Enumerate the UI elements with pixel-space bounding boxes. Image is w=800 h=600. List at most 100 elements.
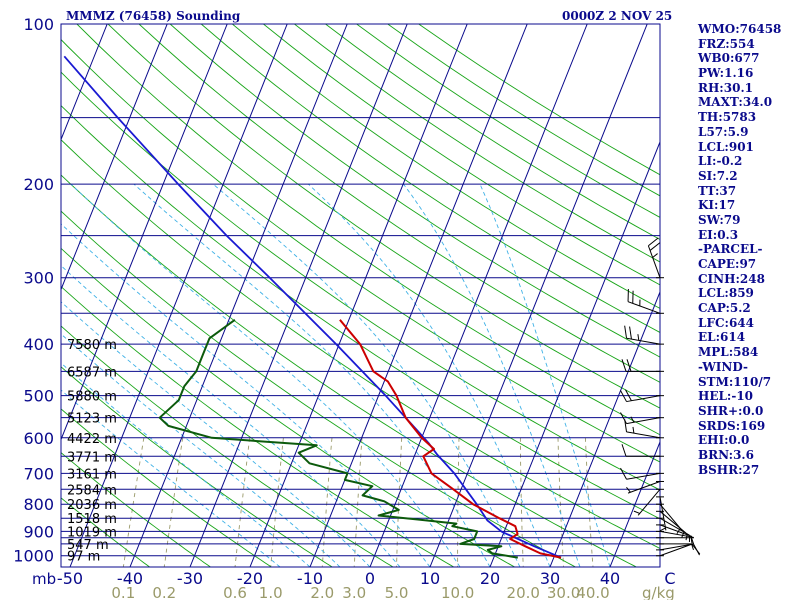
wind-barb [620, 412, 664, 425]
mixing-ratio-line [557, 437, 565, 567]
wind-barb-feather [626, 359, 632, 372]
wind-barb-half-feather [676, 528, 681, 534]
wind-barb [656, 537, 694, 544]
isotherm-line [69, 24, 288, 567]
height-label: 2036 m [67, 498, 117, 513]
wind-barb-half-feather [690, 536, 693, 544]
temperature-tick-label: -30 [177, 569, 203, 588]
isotherm-line [309, 24, 528, 567]
wind-barb-staff [647, 245, 661, 278]
isotherm-line [61, 24, 108, 141]
mixing-units-label: g/kg [642, 584, 675, 600]
height-label: 3161 m [67, 467, 117, 482]
stat-item: CAP:5.2 [698, 301, 751, 316]
isotherm-line [549, 290, 660, 567]
wind-barb-half-feather [633, 510, 640, 514]
stat-item: PW:1.16 [698, 66, 754, 81]
wind-barb-feather [621, 359, 627, 372]
dry-adiabat [138, 24, 660, 383]
stat-item: RH:30.1 [698, 80, 753, 95]
mixing-ratio-line [122, 437, 145, 567]
pressure-tick-label: 700 [23, 464, 54, 483]
wind-barb [624, 419, 664, 439]
stat-item: EI:0.3 [698, 227, 739, 242]
pressure-tick-label: 400 [23, 335, 54, 354]
height-label: 6587 m [67, 365, 117, 380]
wind-barb-half-feather [630, 416, 635, 423]
stat-item: TH:5783 [698, 110, 757, 125]
dry-adiabat [61, 174, 637, 567]
temperature-tick-label: -10 [297, 569, 323, 588]
wind-barb [620, 467, 664, 480]
mixing-ratio-label: 10.0 [441, 584, 474, 600]
isotherm-line [369, 24, 588, 567]
wind-barb [656, 503, 683, 534]
moist-adiabat [403, 183, 581, 567]
moist-adiabat [133, 183, 491, 567]
wind-barb-feather [620, 412, 627, 424]
wind-barb-half-feather [691, 543, 694, 551]
wind-barb-half-feather [632, 426, 635, 434]
height-label: 7580 m [67, 338, 117, 353]
wind-barb [647, 237, 664, 279]
height-label: 5880 m [67, 390, 117, 405]
wind-barb-feather [620, 390, 627, 402]
mixing-ratio-label: 2.0 [310, 584, 334, 600]
dry-adiabat [200, 24, 660, 333]
datetime-label: 0000Z 2 NOV 25 [562, 9, 673, 23]
moist-adiabat [61, 265, 401, 567]
temperature-tick-label: 40 [600, 569, 620, 588]
wind-barb-feather [624, 389, 632, 401]
wind-barb-staff [626, 337, 661, 345]
dry-adiabat [61, 247, 515, 567]
wind-barb-staff [626, 417, 661, 425]
dry-adiabat [61, 452, 211, 567]
isotherm-line [61, 24, 168, 291]
mixing-ratio-line [584, 437, 594, 567]
wind-barb-staff [637, 488, 661, 516]
wind-barb-feather [648, 237, 659, 247]
mixing-ratio-line [234, 437, 251, 567]
dewpoint-trace [158, 318, 518, 559]
isotherm-line [129, 24, 348, 567]
dry-adiabat [294, 24, 660, 263]
pressure-tick-label: 800 [23, 495, 54, 514]
dry-adiabat [232, 24, 660, 309]
wind-barb [627, 289, 664, 314]
plot-frame [60, 23, 661, 568]
moist-adiabat [61, 333, 341, 567]
mixing-ratio-line [353, 437, 363, 567]
mixing-ratio-line [519, 437, 524, 567]
dry-adiabat [61, 139, 660, 549]
sounding-profiles [63, 55, 562, 559]
wind-barbs [620, 237, 701, 557]
stat-item: SW:79 [698, 212, 741, 227]
stat-item: BRN:3.6 [698, 447, 754, 462]
temperature-tick-label: -40 [117, 569, 143, 588]
wind-barb [621, 444, 664, 457]
wind-barb-half-feather [681, 531, 685, 538]
temperature-tick-label: 30 [540, 569, 560, 588]
wind-barb-half-feather [626, 486, 631, 493]
temperature-trace [339, 319, 562, 559]
mixing-ratio-label: 30.0 [547, 584, 580, 600]
height-label: 97 m [67, 550, 100, 565]
stat-item: MPL:584 [698, 345, 759, 360]
dry-adiabat [61, 408, 272, 567]
dry-adiabat [263, 24, 660, 286]
stat-item: SRDS:169 [698, 418, 766, 433]
wind-barb-staff [659, 543, 694, 551]
height-label: 5123 m [67, 412, 117, 427]
temperature-tick-label: 0 [365, 569, 375, 588]
wind-barb [624, 325, 664, 345]
stat-item: CINH:248 [698, 271, 765, 286]
wind-barb-feather [649, 242, 661, 251]
isotherm-line [0, 24, 47, 567]
mixing-ratio-label: 5.0 [385, 584, 409, 600]
wind-barb-half-feather [637, 334, 640, 341]
isotherm-line [429, 24, 648, 567]
station-title: MMMZ (76458) Sounding [66, 9, 241, 23]
background-grid [0, 24, 660, 567]
